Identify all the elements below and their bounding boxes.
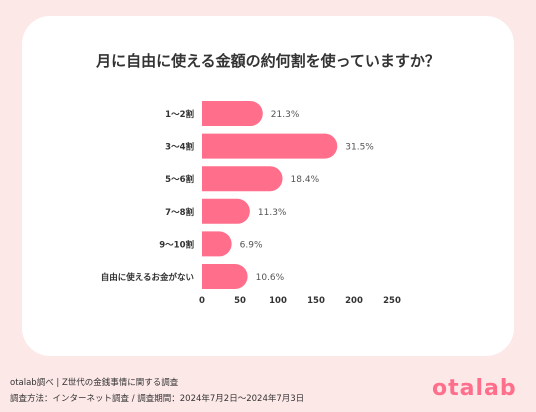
data-label: 6.9%: [240, 240, 263, 250]
bar: [202, 198, 250, 224]
category-label: 3〜4割: [165, 142, 194, 153]
chart-title: 月に自由に使える金額の約何割を使っていますか？: [96, 52, 440, 70]
category-label: 1〜2割: [165, 109, 194, 120]
x-tick-label: 200: [345, 296, 363, 306]
bar: [202, 264, 248, 289]
category-label: 自由に使えるお金がない: [101, 272, 194, 283]
otalab-logo: otalab: [432, 376, 517, 401]
bar: [202, 101, 263, 126]
category-label: 7〜8割: [165, 207, 194, 218]
x-tick-label: 250: [383, 296, 401, 306]
data-label: 11.3%: [258, 208, 287, 218]
footer-source: otalab調べ | Z世代の金銭事情に関する調査: [10, 378, 179, 388]
x-tick-label: 0: [199, 296, 205, 306]
footer-method: 調査方法：インターネット調査 / 調査期間：2024年7月2日〜2024年7月3…: [10, 394, 305, 404]
x-tick-label: 100: [269, 296, 287, 306]
data-label: 21.3%: [271, 110, 300, 120]
x-tick-label: 150: [307, 296, 325, 306]
category-label: 5〜6割: [165, 174, 194, 185]
data-label: 31.5%: [345, 143, 374, 153]
category-label: 9〜10割: [159, 239, 194, 250]
bar: [202, 166, 283, 192]
bar: [202, 231, 232, 257]
data-label: 18.4%: [291, 175, 320, 185]
x-tick-label: 50: [234, 296, 246, 306]
data-label: 10.6%: [256, 273, 285, 283]
bar: [202, 133, 338, 159]
